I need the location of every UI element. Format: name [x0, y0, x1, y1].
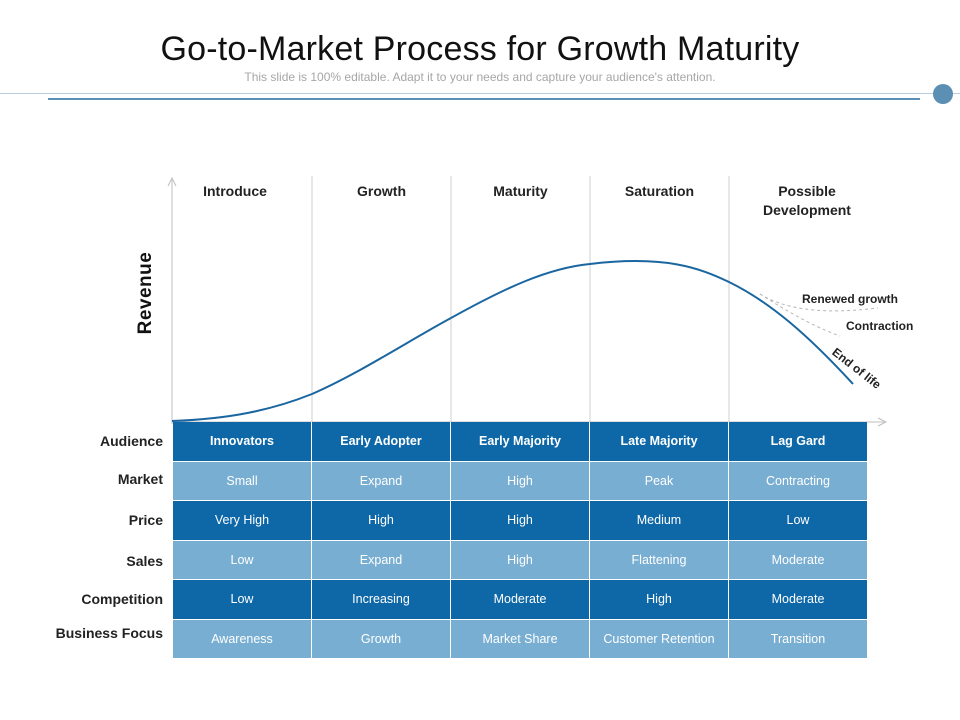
contraction-label: Contraction	[846, 319, 914, 333]
y-axis-arrow	[167, 176, 177, 187]
stage-possible-development: Possible Development	[763, 183, 851, 218]
table-cell: High	[451, 540, 590, 579]
table-cell: Moderate	[451, 580, 590, 619]
table-cell: Innovators	[173, 422, 312, 461]
table-cell: Flattening	[590, 540, 729, 579]
lifecycle-table: Innovators Early Adopter Early Majority …	[173, 422, 867, 659]
table-cell: Late Majority	[590, 422, 729, 461]
y-axis-label: Revenue	[135, 251, 156, 335]
x-axis-arrow	[877, 417, 888, 427]
stage-introduce: Introduce	[203, 183, 267, 199]
renewed-growth-label: Renewed growth	[802, 292, 899, 306]
table-cell: Very High	[173, 501, 312, 540]
row-label-competition: Competition	[81, 591, 163, 607]
header-rule-dot	[933, 84, 953, 104]
table-cell: Market Share	[451, 619, 590, 658]
table-cell: Expand	[312, 540, 451, 579]
stage-saturation: Saturation	[624, 183, 695, 199]
table-cell: Low	[173, 540, 312, 579]
table-cell: High	[312, 501, 451, 540]
table-cell: High	[590, 580, 729, 619]
table-cell: Low	[173, 580, 312, 619]
table-cell: Early Majority	[451, 422, 590, 461]
table-cell: Moderate	[729, 540, 867, 579]
stage-maturity: Maturity	[493, 183, 548, 199]
stage-growth: Growth	[357, 183, 406, 199]
table-cell: Moderate	[729, 580, 867, 619]
row-label-market: Market	[117, 471, 163, 487]
row-label-business-focus: Business Focus	[55, 625, 163, 641]
header-rule-thin	[0, 93, 960, 94]
header-rule	[48, 98, 920, 100]
table-cell: Awareness	[173, 619, 312, 658]
table-cell: Growth	[312, 619, 451, 658]
table-cell: Customer Retention	[590, 619, 729, 658]
renewed-growth-line	[759, 293, 879, 312]
table-row: Small Expand High Peak Contracting	[173, 461, 867, 501]
table-row: Low Increasing Moderate High Moderate	[173, 580, 867, 620]
slide-title: Go-to-Market Process for Growth Maturity	[160, 30, 800, 68]
revenue-curve	[171, 260, 854, 422]
slide-subtitle: This slide is 100% editable. Adapt it to…	[244, 70, 716, 84]
table-row: Awareness Growth Market Share Customer R…	[173, 619, 867, 659]
table-cell: Medium	[590, 501, 729, 540]
table-cell: Lag Gard	[729, 422, 867, 461]
table-cell: Low	[729, 501, 867, 540]
row-label-price: Price	[128, 512, 163, 528]
table-cell: High	[451, 501, 590, 540]
table-row: Low Expand High Flattening Moderate	[173, 540, 867, 580]
row-label-sales: Sales	[126, 553, 163, 569]
table-cell: Early Adopter	[312, 422, 451, 461]
table-cell: Transition	[729, 619, 867, 658]
table-cell: Small	[173, 461, 312, 500]
row-label-audience: Audience	[99, 433, 163, 449]
table-cell: Peak	[590, 461, 729, 500]
table-row: Very High High High Medium Low	[173, 501, 867, 541]
table-row: Innovators Early Adopter Early Majority …	[173, 422, 867, 462]
table-cell: High	[451, 461, 590, 500]
table-cell: Contracting	[729, 461, 867, 500]
table-cell: Expand	[312, 461, 451, 500]
table-cell: Increasing	[312, 580, 451, 619]
